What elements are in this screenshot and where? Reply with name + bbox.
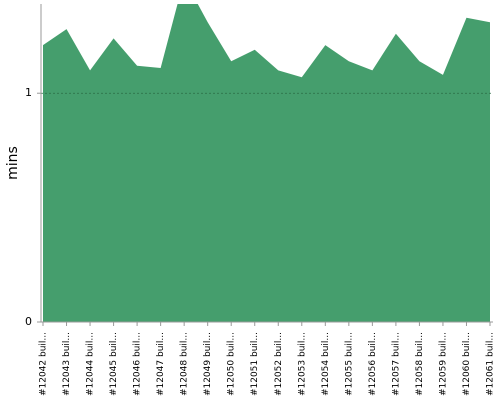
x-tick-label: #12047 buil...: [156, 332, 166, 396]
x-tick-label: #12042 buil...: [39, 332, 49, 396]
x-tick-label: #12043 buil...: [62, 332, 72, 396]
x-tick-label: #12059 buil...: [438, 332, 448, 396]
x-tick-label: #12050 buil...: [227, 332, 237, 396]
x-tick-label: #12053 buil...: [297, 332, 307, 396]
x-tick-label: #12049 buil...: [203, 332, 213, 396]
x-tick-label: #12061 buil...: [486, 332, 496, 396]
y-axis-label: mins: [5, 146, 21, 180]
x-tick-label: #12056 buil...: [368, 332, 378, 396]
x-tick-label: #12048 buil...: [180, 332, 190, 396]
x-tick-label: #12052 buil...: [274, 332, 284, 396]
x-tick-label: #12046 buil...: [133, 332, 143, 396]
x-tick-label: #12051 buil...: [250, 332, 260, 396]
x-tick-label: #12045 buil...: [109, 332, 119, 396]
x-tick-label: #12054 buil...: [321, 332, 331, 396]
x-tick-label: #12044 buil...: [86, 332, 96, 396]
x-tick-label: #12060 buil...: [462, 332, 472, 396]
x-tick-label: #12057 buil...: [391, 332, 401, 396]
x-tick-label: #12058 buil...: [415, 332, 425, 396]
area: [43, 4, 490, 322]
y-tick-label: 1: [25, 86, 32, 99]
plot-area: [41, 4, 493, 322]
x-tick-label: #12055 buil...: [344, 332, 354, 396]
y-tick-label: 0: [25, 315, 32, 328]
